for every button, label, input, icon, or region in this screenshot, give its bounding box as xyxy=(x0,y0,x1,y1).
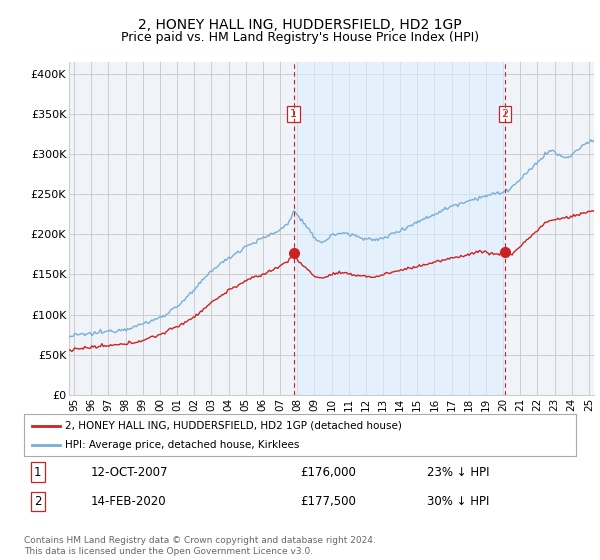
Text: Price paid vs. HM Land Registry's House Price Index (HPI): Price paid vs. HM Land Registry's House … xyxy=(121,31,479,44)
Text: 12-OCT-2007: 12-OCT-2007 xyxy=(90,465,168,479)
Text: 23% ↓ HPI: 23% ↓ HPI xyxy=(427,465,490,479)
Text: 2, HONEY HALL ING, HUDDERSFIELD, HD2 1GP: 2, HONEY HALL ING, HUDDERSFIELD, HD2 1GP xyxy=(138,18,462,32)
Text: 2: 2 xyxy=(502,109,509,119)
Text: 30% ↓ HPI: 30% ↓ HPI xyxy=(427,495,490,508)
Bar xyxy=(293,62,505,395)
Text: 2: 2 xyxy=(34,495,41,508)
Text: 1: 1 xyxy=(34,465,41,479)
Text: 14-FEB-2020: 14-FEB-2020 xyxy=(90,495,166,508)
Text: £177,500: £177,500 xyxy=(300,495,356,508)
Text: 1: 1 xyxy=(290,109,297,119)
Text: £176,000: £176,000 xyxy=(300,465,356,479)
Text: HPI: Average price, detached house, Kirklees: HPI: Average price, detached house, Kirk… xyxy=(65,440,300,450)
Text: 2, HONEY HALL ING, HUDDERSFIELD, HD2 1GP (detached house): 2, HONEY HALL ING, HUDDERSFIELD, HD2 1GP… xyxy=(65,421,402,431)
Text: Contains HM Land Registry data © Crown copyright and database right 2024.
This d: Contains HM Land Registry data © Crown c… xyxy=(24,536,376,556)
